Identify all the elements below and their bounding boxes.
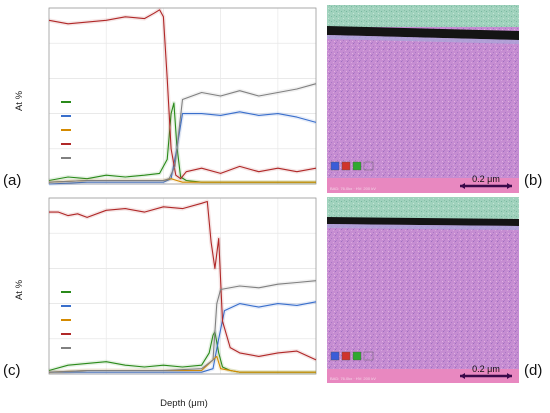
chart-a-series-lines: [48, 7, 317, 186]
map-b-scale-arrow-left: [460, 183, 465, 189]
map-top-legend-box-si: [363, 161, 374, 171]
chart-a-series-line-n: [48, 111, 317, 185]
chart-c-y-axis-label: At %: [14, 279, 25, 300]
map-top-legend-box-c: [341, 161, 351, 171]
chart-a-y-axis-label: At %: [14, 90, 25, 111]
map-d-interface-blur: [327, 224, 519, 230]
map-top-legend-box-n: [330, 161, 340, 171]
chart-a-plot-frame: [48, 7, 317, 185]
map-b-footer-text: BAD: 76.0kx · HV: 200 kV: [330, 186, 376, 191]
map-b-scale-label: 0.2 μm: [472, 174, 500, 184]
panel-letter-a: (a): [3, 172, 21, 189]
panel-letter-c: (c): [3, 362, 21, 379]
chart-c-x-axis-label: Depth (μm): [160, 398, 208, 409]
map-top-legend-box-o: [352, 161, 362, 171]
panel-letter-d: (d): [524, 362, 542, 379]
map-d-element-legend: [330, 351, 374, 361]
map-d-footer-text: BAD: 76.0kx · HV: 200 kV: [330, 376, 376, 381]
chart-a-series-line-c: [48, 9, 317, 180]
map-b-element-legend: [330, 161, 374, 171]
chart-c: At % Depth (μm): [14, 197, 317, 409]
map-d-scale-arrow-left: [460, 373, 465, 379]
map-d-footer: [327, 369, 519, 383]
map-bottom-legend-box-o: [352, 351, 362, 361]
chart-a-series-halo-n: [48, 109, 317, 186]
map-d-dark-band: [327, 217, 519, 226]
chart-a-series-line-si: [48, 83, 317, 183]
chart-c-series-halo-si: [48, 278, 317, 375]
panel-letter-b: (b): [524, 172, 542, 189]
chart-c-series-lines: [48, 199, 317, 375]
map-bottom-legend-box-c: [341, 351, 351, 361]
elemental-map-d: BAD: 76.0kx · HV: 200 kV 0.2 μm: [327, 197, 519, 383]
chart-c-series-line-n: [49, 301, 317, 373]
map-bottom-legend-box-n: [330, 351, 340, 361]
map-b-footer: [327, 178, 519, 193]
elemental-map-b: BAD: 76.0kx · HV: 200 kV 0.2 μm: [327, 5, 519, 193]
chart-c-legend: [61, 291, 71, 349]
map-b-interface-blur: [327, 35, 519, 44]
chart-c-series-line-c: [49, 200, 317, 361]
chart-a: At %: [14, 7, 317, 186]
chart-c-series-line-si: [48, 280, 317, 373]
map-bottom-legend-box-si: [363, 351, 374, 361]
chart-c-series-halo-c: [49, 199, 317, 362]
map-d-scale-arrow-right: [507, 373, 512, 379]
map-b-dark-band: [327, 26, 519, 40]
map-d-top-layer: [327, 197, 519, 219]
chart-a-grid: [49, 7, 316, 185]
map-b-top-layer: [327, 5, 519, 27]
chart-c-plot-frame: [48, 197, 317, 375]
map-d-scale-label: 0.2 μm: [472, 364, 500, 374]
chart-a-legend: [61, 101, 71, 159]
map-b-scale-arrow-right: [507, 183, 512, 189]
